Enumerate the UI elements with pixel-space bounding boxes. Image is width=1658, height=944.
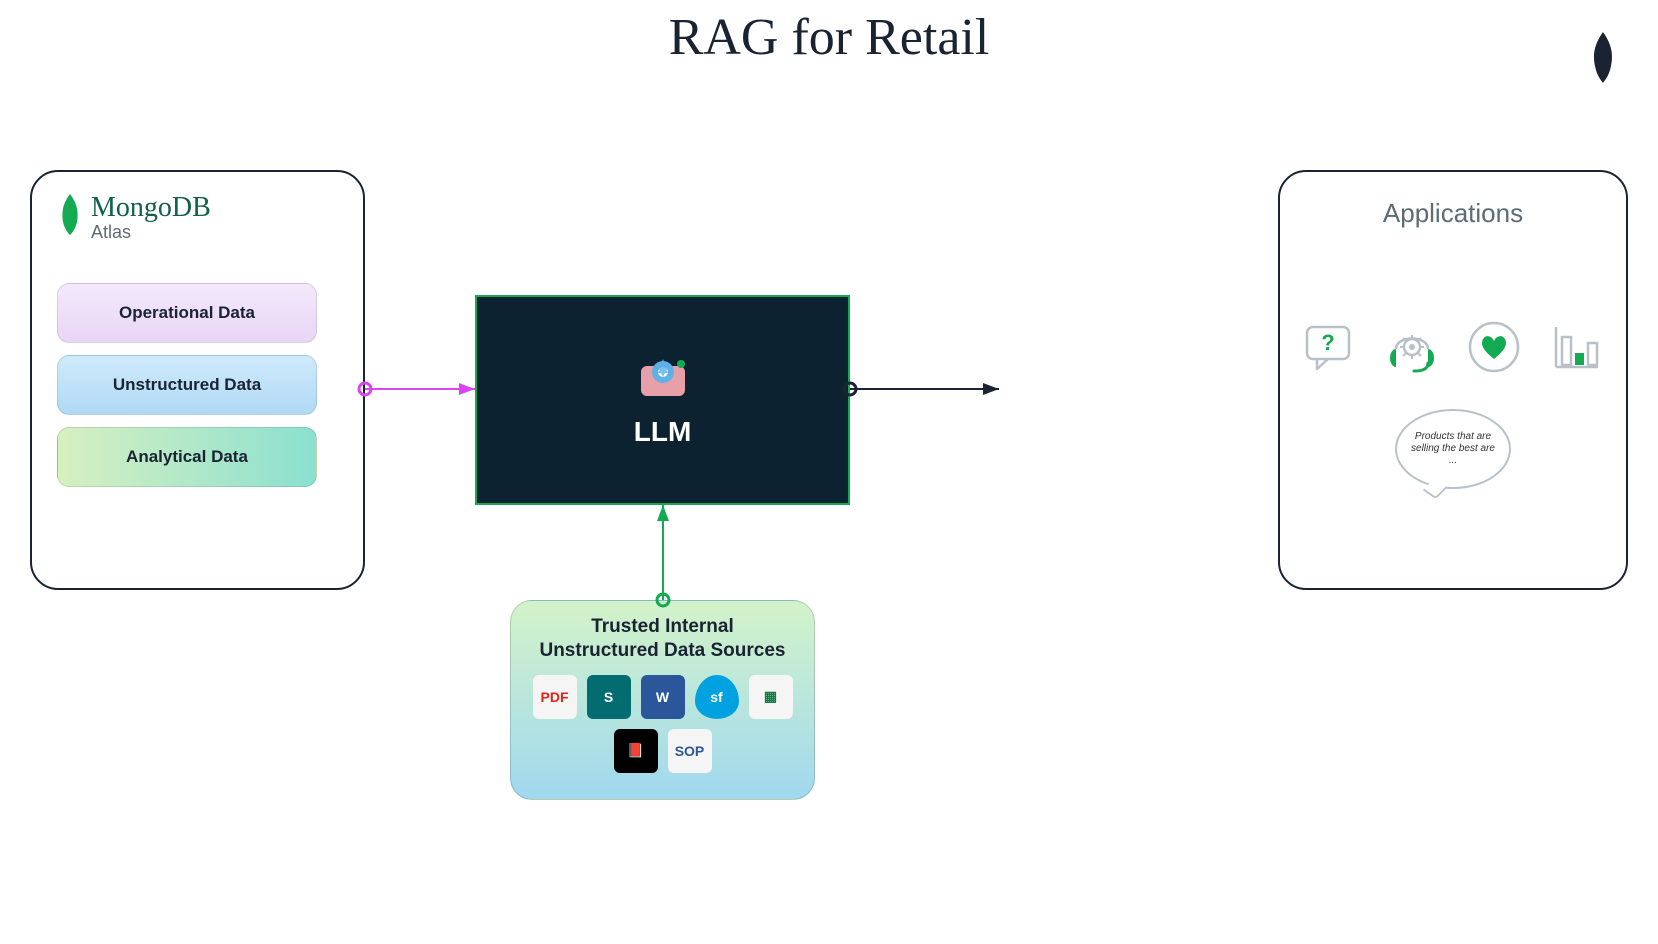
mongodb-title: MongoDB: [91, 192, 211, 224]
example-output-bubble: Products that are selling the best are .…: [1395, 409, 1511, 489]
svg-text:?: ?: [1321, 330, 1334, 355]
mongodb-leaf-icon: [57, 192, 83, 236]
question-chat-icon: ?: [1302, 319, 1358, 375]
llm-label: LLM: [634, 416, 692, 448]
llm-panel: LLM: [475, 295, 850, 505]
book-icon: 📕: [614, 729, 658, 773]
sop-icon: SOP: [668, 729, 712, 773]
support-headset-icon: [1384, 319, 1440, 375]
applications-panel: Applications ?: [1278, 170, 1628, 590]
bar-chart-icon: [1548, 319, 1604, 375]
llm-gear-icon: [633, 352, 693, 402]
data-pill: Unstructured Data: [57, 355, 317, 415]
mongodb-leaf-icon: [1588, 30, 1618, 90]
trusted-sources-title: Trusted Internal Unstructured Data Sourc…: [529, 615, 796, 663]
page-title: RAG for Retail: [0, 8, 1658, 67]
salesforce-icon: sf: [695, 675, 739, 719]
mongodb-header: MongoDB Atlas: [57, 192, 338, 243]
applications-title: Applications: [1383, 198, 1523, 229]
trusted-sources-panel: Trusted Internal Unstructured Data Sourc…: [510, 600, 815, 800]
sharepoint-icon: S: [587, 675, 631, 719]
excel-grid-icon: ▦: [749, 675, 793, 719]
mongodb-atlas-panel: MongoDB Atlas Operational Data Unstructur…: [30, 170, 365, 590]
applications-icon-row: ?: [1302, 319, 1604, 375]
data-pill: Analytical Data: [57, 427, 317, 487]
pdf-icon: PDF: [533, 675, 577, 719]
data-pill: Operational Data: [57, 283, 317, 343]
favorite-heart-icon: [1466, 319, 1522, 375]
mongodb-subtitle: Atlas: [91, 222, 211, 243]
word-icon: W: [641, 675, 685, 719]
